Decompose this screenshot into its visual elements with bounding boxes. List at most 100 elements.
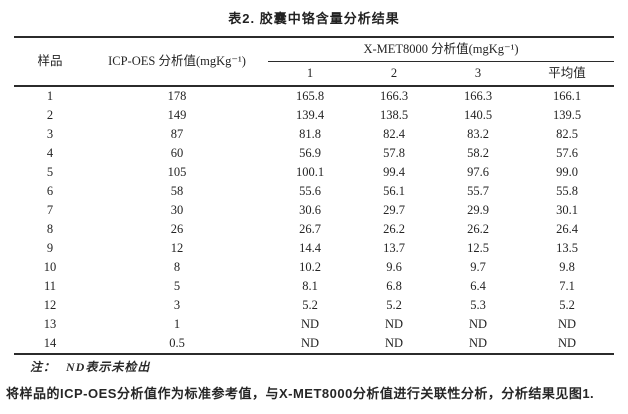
cell-v3: 55.7 (467, 184, 489, 198)
cell-v3: ND (468, 317, 488, 331)
table-body: 1 178 165.8 166.3 166.3 166.1 2 149 139.4 138.5 14… (14, 86, 614, 354)
cell-v2: 29.7 (383, 203, 405, 217)
column-header-sample: 样品 (37, 54, 63, 68)
cell-avg: 30.1 (556, 203, 578, 217)
cell-icp: 149 (167, 108, 187, 122)
cell-avg: 13.5 (556, 241, 578, 255)
cell-v2: 26.2 (383, 222, 405, 236)
column-subheader-average: 平均值 (548, 66, 586, 80)
cell-v1: 5.2 (302, 298, 318, 312)
cell-icp: 5 (173, 279, 181, 293)
cell-v3: 9.7 (470, 260, 486, 274)
table-title: 表2. 胶囊中铬含量分析结果 (228, 11, 400, 26)
cell-avg: 9.8 (559, 260, 575, 274)
cell-avg: 82.5 (556, 127, 578, 141)
column-header-icp-oes: ICP-OES 分析值(mgKg⁻¹) (108, 54, 246, 68)
column-subheader-1: 1 (306, 66, 314, 80)
column-subheader-3: 3 (474, 66, 482, 80)
cell-sample: 8 (46, 222, 54, 236)
table-footnote: 注： ND表示未检出 (14, 358, 614, 375)
table-row: 9 12 14.4 13.7 12.5 13.5 (14, 239, 614, 258)
table-row: 1 178 165.8 166.3 166.3 166.1 (14, 86, 614, 106)
cell-icp: 87 (170, 127, 184, 141)
cell-icp: 30 (170, 203, 184, 217)
table-row: 10 8 10.2 9.6 9.7 9.8 (14, 258, 614, 277)
cell-sample: 11 (43, 279, 57, 293)
cell-v2: 166.3 (379, 89, 409, 103)
cell-v1: 81.8 (299, 127, 321, 141)
table-row: 12 3 5.2 5.2 5.3 5.2 (14, 296, 614, 315)
table-row: 13 1 ND ND ND ND (14, 315, 614, 334)
cell-sample: 5 (46, 165, 54, 179)
table-row: 8 26 26.7 26.2 26.2 26.4 (14, 220, 614, 239)
cell-v1: 10.2 (299, 260, 321, 274)
cell-v1: 30.6 (299, 203, 321, 217)
table-row: 4 60 56.9 57.8 58.2 57.6 (14, 144, 614, 163)
cell-icp: 8 (173, 260, 181, 274)
cell-v1: 14.4 (299, 241, 321, 255)
cell-v1: 56.9 (299, 146, 321, 160)
cell-avg: 139.5 (552, 108, 582, 122)
cell-v3: 12.5 (467, 241, 489, 255)
body-paragraph: 将样品的ICP-OES分析值作为标准参考值，与X-MET8000分析值进行关联性… (6, 386, 595, 401)
table-row: 6 58 55.6 56.1 55.7 55.8 (14, 182, 614, 201)
table-row: 3 87 81.8 82.4 83.2 82.5 (14, 125, 614, 144)
cell-sample: 14 (43, 336, 57, 350)
cell-v3: 166.3 (463, 89, 493, 103)
cell-v1: 139.4 (295, 108, 325, 122)
cell-v3: 58.2 (467, 146, 489, 160)
cell-v2: 138.5 (379, 108, 409, 122)
cell-icp: 0.5 (169, 336, 185, 350)
cell-v3: 83.2 (467, 127, 489, 141)
cell-icp: 105 (167, 165, 187, 179)
cell-v2: 56.1 (383, 184, 405, 198)
cell-v2: 9.6 (386, 260, 402, 274)
cell-v2: ND (384, 336, 404, 350)
cell-v1: ND (300, 317, 320, 331)
table-row: 7 30 30.6 29.7 29.9 30.1 (14, 201, 614, 220)
cell-v3: 6.4 (470, 279, 486, 293)
cell-v1: 165.8 (295, 89, 325, 103)
cell-v1: 55.6 (299, 184, 321, 198)
cell-avg: 166.1 (552, 89, 582, 103)
cell-avg: 26.4 (556, 222, 578, 236)
cell-icp: 3 (173, 298, 181, 312)
column-subheader-2: 2 (390, 66, 398, 80)
cell-icp: 58 (170, 184, 184, 198)
cell-v1: 100.1 (295, 165, 325, 179)
cell-icp: 1 (173, 317, 181, 331)
cell-sample: 4 (46, 146, 54, 160)
table-row: 5 105 100.1 99.4 97.6 99.0 (14, 163, 614, 182)
cell-avg: 57.6 (556, 146, 578, 160)
footnote-text: ND表示未检出 (66, 360, 151, 374)
cell-v3: ND (468, 336, 488, 350)
cell-v3: 140.5 (463, 108, 493, 122)
column-header-xmet8000-group: X-MET8000 分析值(mgKg⁻¹) (268, 37, 614, 62)
cell-v2: 82.4 (383, 127, 405, 141)
cell-v3: 5.3 (470, 298, 486, 312)
cell-v2: 5.2 (386, 298, 402, 312)
cell-v1: 26.7 (299, 222, 321, 236)
cell-avg: 55.8 (556, 184, 578, 198)
table-row: 2 149 139.4 138.5 140.5 139.5 (14, 106, 614, 125)
cell-avg: ND (557, 317, 577, 331)
cell-sample: 12 (43, 298, 57, 312)
cell-icp: 60 (170, 146, 184, 160)
cell-avg: 7.1 (559, 279, 575, 293)
footnote-label: 注： (30, 360, 57, 374)
cell-v2: 99.4 (383, 165, 405, 179)
cell-sample: 6 (46, 184, 54, 198)
table-row: 14 0.5 ND ND ND ND (14, 334, 614, 354)
cell-avg: ND (557, 336, 577, 350)
results-table: 样品 ICP-OES 分析值(mgKg⁻¹) X-MET8000 分析值(mgK… (14, 36, 614, 355)
cell-v2: 6.8 (386, 279, 402, 293)
cell-sample: 10 (43, 260, 57, 274)
cell-sample: 9 (46, 241, 54, 255)
cell-icp: 12 (170, 241, 184, 255)
cell-sample: 13 (43, 317, 57, 331)
cell-sample: 1 (46, 89, 54, 103)
table-row: 11 5 8.1 6.8 6.4 7.1 (14, 277, 614, 296)
cell-v1: 8.1 (302, 279, 318, 293)
cell-icp: 178 (167, 89, 187, 103)
